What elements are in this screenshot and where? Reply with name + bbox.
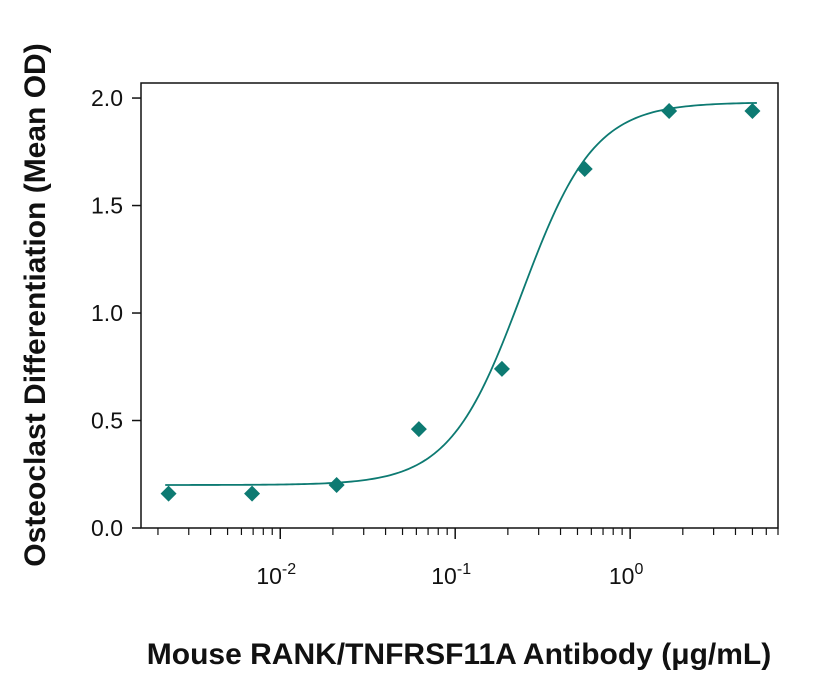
x-axis-ticks: 10-2 10-1 100 (157, 528, 779, 589)
data-point (661, 102, 678, 119)
y-tick-label: 2.0 (91, 85, 123, 111)
data-point (576, 160, 593, 177)
x-tick-label: 10-2 (256, 561, 296, 589)
x-tick-label: 10-1 (431, 561, 471, 589)
data-points-layer (160, 102, 761, 502)
data-point (328, 477, 345, 494)
data-point (493, 360, 510, 377)
fit-curve (165, 102, 757, 486)
y-tick-label: 1.5 (91, 193, 123, 219)
x-axis-title: Mouse RANK/TNFRSF11A Antibody (μg/mL) (147, 638, 771, 671)
y-axis-ticks: 0.0 0.5 1.0 1.5 2.0 (91, 85, 141, 541)
y-tick-label: 1.0 (91, 300, 123, 326)
data-point (744, 102, 761, 119)
data-point (244, 485, 261, 502)
fit-curve-layer (165, 102, 757, 486)
data-point (410, 421, 427, 438)
y-tick-label: 0.5 (91, 408, 123, 434)
plot-frame (140, 82, 779, 529)
y-tick-label: 0.0 (91, 515, 123, 541)
x-tick-label: 100 (609, 561, 644, 589)
data-point (160, 485, 177, 502)
y-axis-title: Osteoclast Differentiation (Mean OD) (19, 43, 52, 566)
